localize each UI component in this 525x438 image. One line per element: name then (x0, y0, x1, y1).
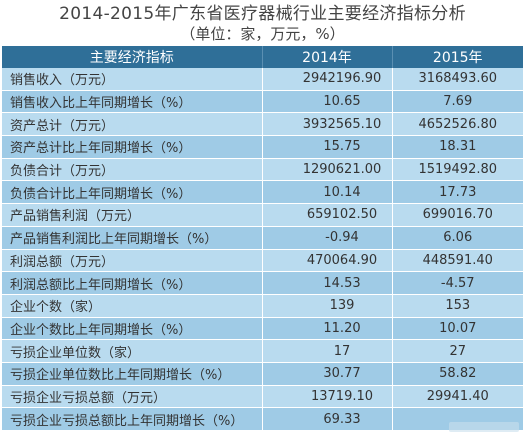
row-label: 负债合计（万元） (2, 158, 263, 182)
value-2014: 139 (262, 294, 393, 318)
table-header-row: 主要经济指标 2014年 2015年 (2, 46, 523, 68)
row-label: 资产总计比上年同期增长（%） (2, 135, 263, 159)
row-label: 销售收入比上年同期增长（%） (2, 90, 263, 114)
value-2014: 10.14 (262, 180, 393, 205)
table-row: 资产总计（万元） 3932565.10 4652526.80 (2, 112, 523, 137)
value-2015: 27 (392, 339, 523, 363)
row-label: 产品销售利润（万元） (2, 203, 263, 227)
table-row: 销售收入（万元） 2942196.90 3168493.60 (2, 68, 523, 91)
value-2015: 699016.70 (392, 203, 523, 227)
value-2014: 659102.50 (262, 203, 393, 227)
row-label: 亏损企业单位数（家） (2, 339, 263, 363)
value-2015: 448591.40 (392, 249, 523, 273)
table-row: 亏损企业亏损总额比上年同期增长（%） 69.33 (2, 407, 523, 431)
header-2015: 2015年 (392, 46, 523, 68)
value-2014: 10.65 (262, 90, 393, 114)
row-label: 利润总额（万元） (2, 249, 263, 273)
page-subtitle: （单位：家，万元，%） (180, 25, 345, 43)
value-2015: 18.31 (392, 135, 523, 159)
row-label: 利润总额比上年同期增长（%） (2, 271, 263, 295)
table-row: 亏损企业亏损总额（万元） 13719.10 29941.40 (2, 385, 523, 409)
value-2014: 17 (262, 339, 393, 363)
row-label: 企业个数比上年同期增长（%） (2, 317, 263, 341)
header-2014: 2014年 (262, 46, 393, 68)
title-block: 2014-2015年广东省医疗器械行业主要经济指标分析 （单位：家，万元，%） (0, 0, 525, 46)
page-title: 2014-2015年广东省医疗器械行业主要经济指标分析 (59, 4, 466, 24)
row-label: 资产总计（万元） (2, 112, 263, 137)
table-row: 亏损企业单位数比上年同期增长（%） 30.77 58.82 (2, 362, 523, 386)
value-2015: 6.06 (392, 226, 523, 250)
row-label: 亏损企业亏损总额（万元） (2, 385, 263, 409)
header-indicator: 主要经济指标 (2, 46, 263, 68)
value-2015: 29941.40 (392, 385, 523, 409)
value-2015: 3168493.60 (392, 68, 523, 91)
value-2014: 14.53 (262, 271, 393, 295)
table-row: 产品销售利润比上年同期增长（%） -0.94 6.06 (2, 226, 523, 250)
value-2014: 11.20 (262, 317, 393, 341)
table-row: 利润总额比上年同期增长（%） 14.53 -4.57 (2, 271, 523, 295)
value-2014: 2942196.90 (262, 68, 393, 91)
value-2014: 13719.10 (262, 385, 393, 409)
row-label: 企业个数（家） (2, 294, 263, 318)
value-2015: 1519492.80 (392, 158, 523, 182)
table-row: 负债合计比上年同期增长（%） 10.14 17.73 (2, 180, 523, 205)
indicator-table: 主要经济指标 2014年 2015年 销售收入（万元） 2942196.90 316… (2, 46, 523, 431)
table-row: 利润总额（万元） 470064.90 448591.40 (2, 249, 523, 273)
row-label: 负债合计比上年同期增长（%） (2, 180, 263, 205)
row-label: 产品销售利润比上年同期增长（%） (2, 226, 263, 250)
value-2014: -0.94 (262, 226, 393, 250)
value-2015: 153 (392, 294, 523, 318)
value-2015: -4.57 (392, 271, 523, 295)
value-2014: 470064.90 (262, 249, 393, 273)
watermark (449, 422, 519, 432)
value-2014: 30.77 (262, 362, 393, 386)
row-label: 亏损企业亏损总额比上年同期增长（%） (2, 407, 263, 431)
value-2014: 69.33 (262, 407, 393, 431)
table-row: 产品销售利润（万元） 659102.50 699016.70 (2, 203, 523, 227)
value-2015: 17.73 (392, 180, 523, 205)
value-2014: 3932565.10 (262, 112, 393, 137)
table-row: 企业个数（家） 139 153 (2, 294, 523, 318)
table-row: 资产总计比上年同期增长（%） 15.75 18.31 (2, 135, 523, 159)
value-2015: 10.07 (392, 317, 523, 341)
value-2015: 7.69 (392, 90, 523, 114)
table-row: 负债合计（万元） 1290621.00 1519492.80 (2, 158, 523, 182)
value-2015: 4652526.80 (392, 112, 523, 137)
row-label: 销售收入（万元） (2, 68, 263, 91)
value-2014: 15.75 (262, 135, 393, 159)
value-2015: 58.82 (392, 362, 523, 386)
row-label: 亏损企业单位数比上年同期增长（%） (2, 362, 263, 386)
value-2014: 1290621.00 (262, 158, 393, 182)
table-row: 亏损企业单位数（家） 17 27 (2, 339, 523, 363)
table-row: 销售收入比上年同期增长（%） 10.65 7.69 (2, 90, 523, 114)
table-row: 企业个数比上年同期增长（%） 11.20 10.07 (2, 317, 523, 341)
